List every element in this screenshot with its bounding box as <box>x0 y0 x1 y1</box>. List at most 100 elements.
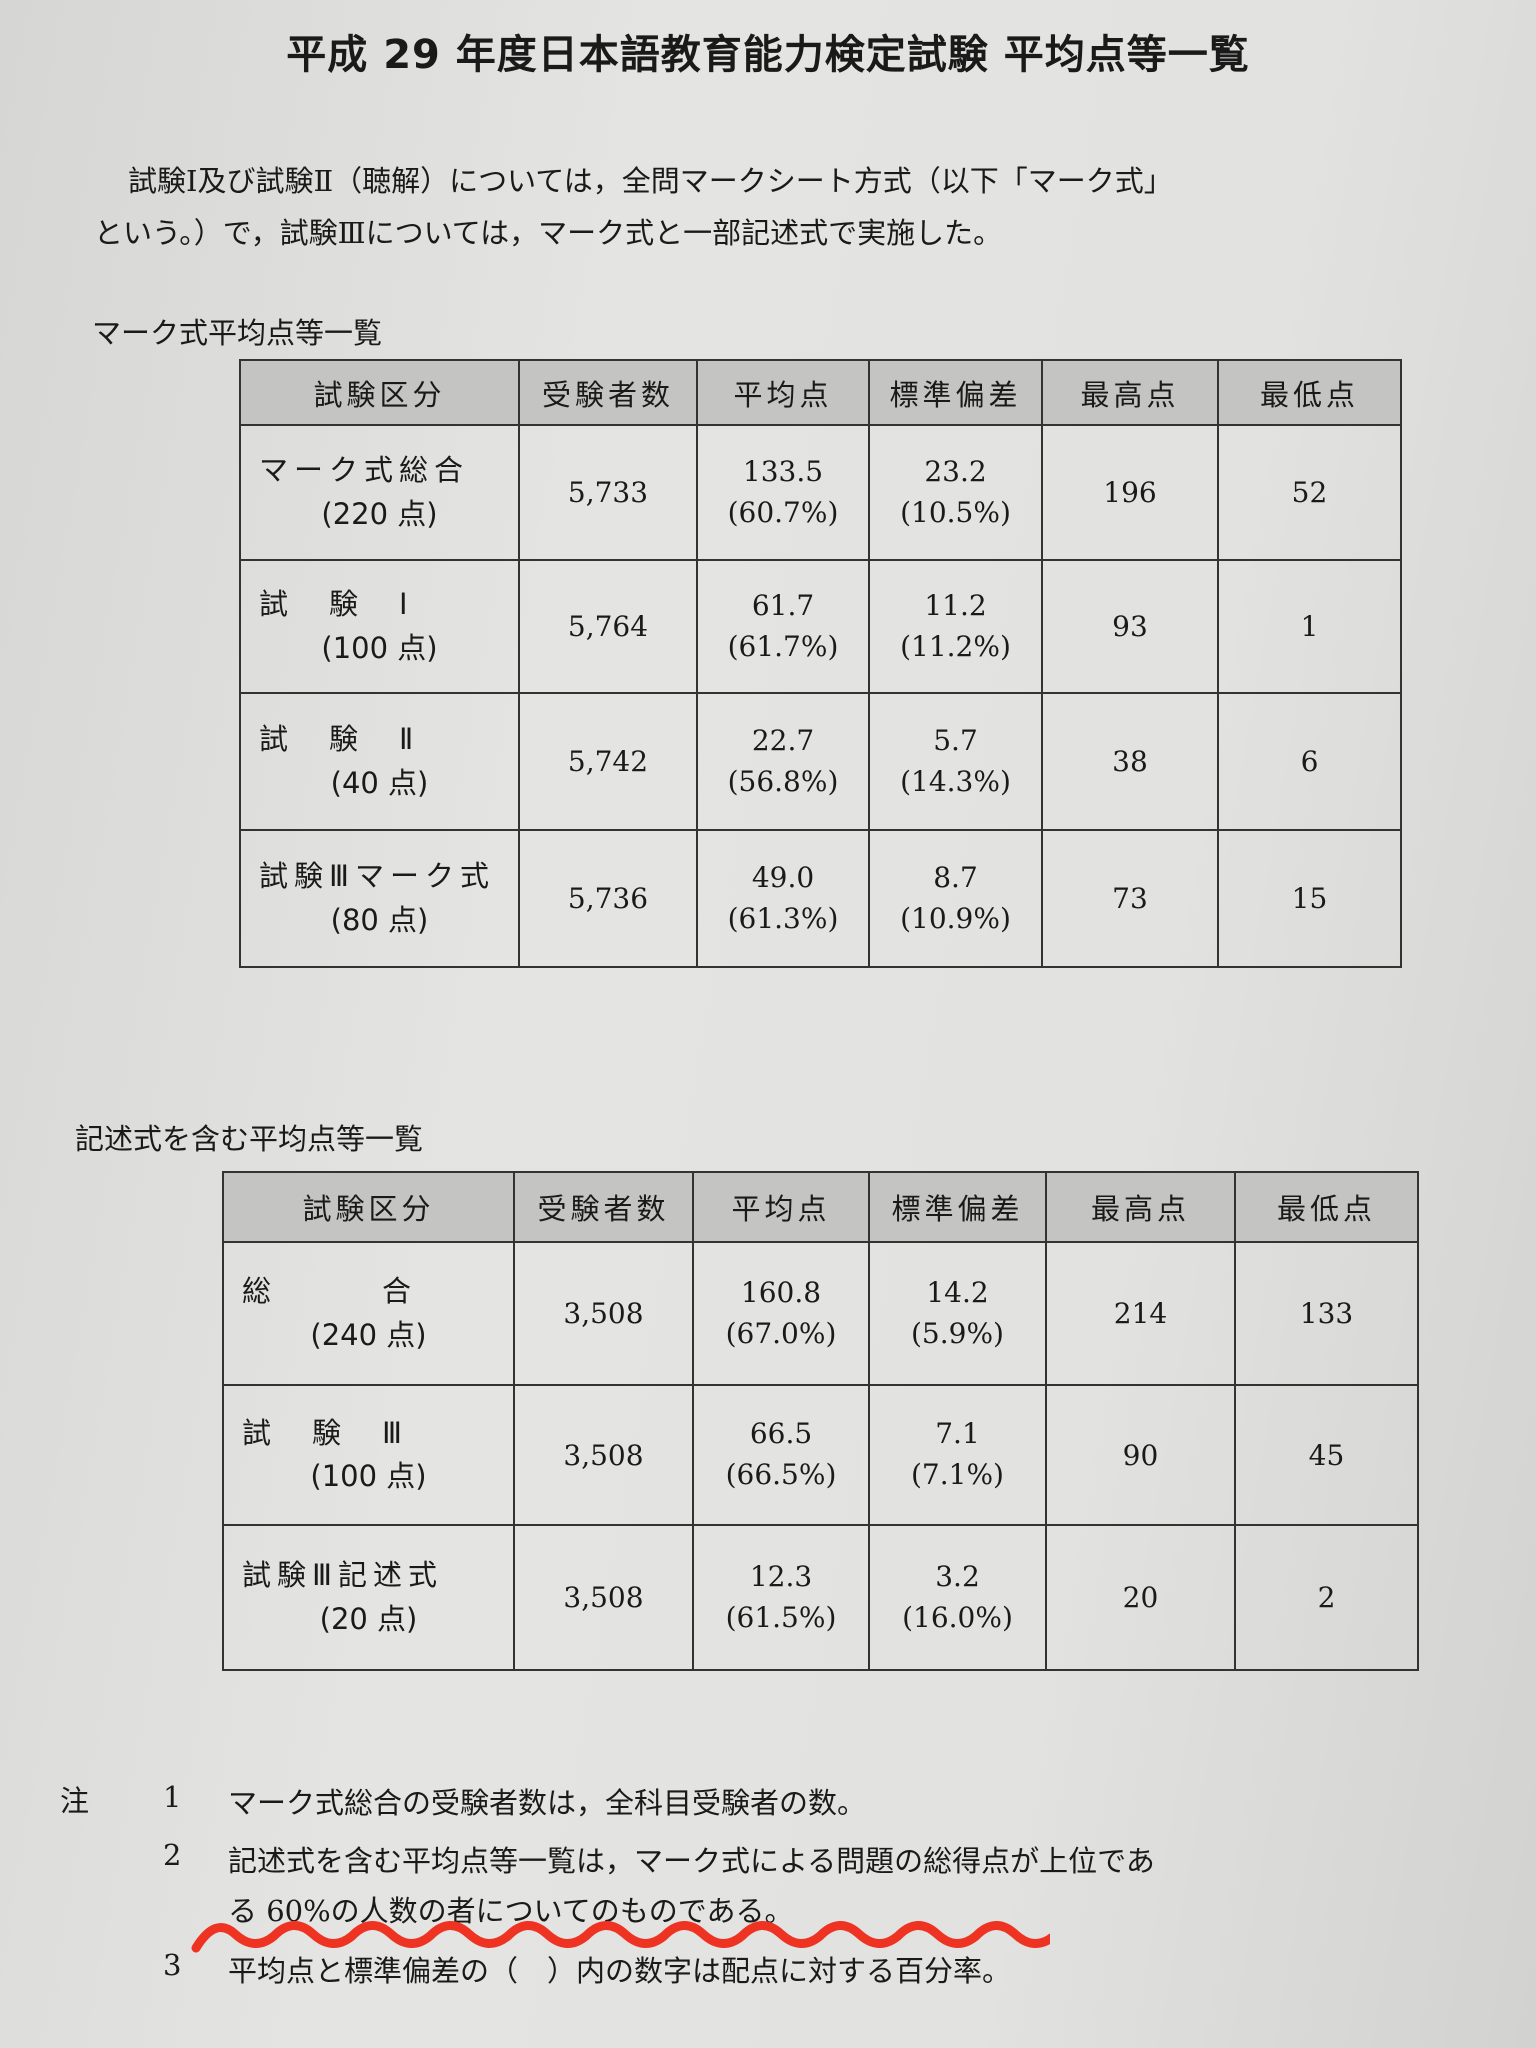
category-name: マーク式総合 <box>259 453 470 487</box>
mean-cell: 133.5 (60.7%) <box>696 424 870 561</box>
sd-value: 8.7 <box>933 860 978 894</box>
mean-value: 66.5 <box>749 1417 813 1451</box>
min-cell: 15 <box>1217 829 1402 968</box>
min-cell: 1 <box>1217 559 1402 694</box>
mean-percent: (67.0%) <box>725 1316 837 1350</box>
category-cell: 試 験 Ⅲ (100 点) <box>222 1384 515 1526</box>
mean-value: 22.7 <box>751 723 815 757</box>
category-points: (240 点) <box>310 1317 427 1352</box>
note-3-number: 3 <box>163 1948 182 1982</box>
sd-value: 11.2 <box>924 588 987 622</box>
sd-percent: (10.5%) <box>900 495 1011 529</box>
column-header: 平均点 <box>696 359 870 426</box>
with-written-score-table: 試験区分 受験者数 平均点 標準偏差 最高点 最低点 総 合 (240 点) 3,508 160… <box>222 1171 1419 1671</box>
max-cell: 73 <box>1041 829 1219 968</box>
mean-cell: 61.7 (61.7%) <box>696 559 870 694</box>
category-points: (220 点) <box>321 496 438 531</box>
mean-cell: 66.5 (66.5%) <box>692 1384 870 1526</box>
page-title: 平成 29 年度日本語教育能力検定試験 平均点等一覧 <box>286 32 1250 78</box>
category-cell: 試験Ⅲ記述式 (20 点) <box>222 1524 515 1671</box>
min-cell: 2 <box>1234 1524 1419 1671</box>
table-row: 試 験 Ⅲ (100 点) 3,508 66.5 (66.5%) 7.1 (7.1%) 90 4… <box>222 1384 1419 1526</box>
examinees-cell: 5,742 <box>518 692 698 831</box>
sd-percent: (5.9%) <box>911 1316 1004 1350</box>
max-cell: 20 <box>1045 1524 1236 1671</box>
category-name: 試験Ⅲ記述式 <box>242 1558 443 1592</box>
examinees-cell: 5,764 <box>518 559 698 694</box>
column-header: 最高点 <box>1045 1171 1236 1243</box>
category-points: (100 点) <box>310 1459 427 1493</box>
category-cell: 試験Ⅲマーク式 (80 点) <box>239 829 520 968</box>
table-row: マーク式総合 (220 点) 5,733 133.5 (60.7%) 23.2 (10.5%… <box>239 424 1402 561</box>
note-3-text: 平均点と標準偏差の（ ）内の数字は配点に対する百分率。 <box>228 1954 1012 1988</box>
note-2-number: 2 <box>163 1838 182 1872</box>
category-name: 試験Ⅲマーク式 <box>259 859 495 893</box>
min-cell: 52 <box>1217 424 1402 561</box>
sd-cell: 23.2 (10.5%) <box>868 424 1043 561</box>
note-2-text-continued: る 60%の人数の者についてのものである。 <box>228 1894 794 1928</box>
sd-cell: 7.1 (7.1%) <box>868 1384 1047 1526</box>
examinees-cell: 3,508 <box>513 1524 694 1671</box>
min-cell: 6 <box>1217 692 1402 831</box>
column-header: 標準偏差 <box>868 1171 1047 1243</box>
category-name: 試 験 Ⅰ <box>259 587 414 621</box>
mean-value: 133.5 <box>742 454 824 488</box>
sd-value: 14.2 <box>926 1275 989 1309</box>
column-header: 標準偏差 <box>868 359 1043 426</box>
mean-value: 12.3 <box>749 1559 813 1593</box>
column-header: 最低点 <box>1234 1171 1419 1243</box>
category-cell: マーク式総合 (220 点) <box>239 424 520 561</box>
mean-value: 49.0 <box>751 860 815 894</box>
mean-cell: 12.3 (61.5%) <box>692 1524 870 1671</box>
category-cell: 試 験 Ⅰ (100 点) <box>239 559 520 694</box>
table-header-row: 試験区分 受験者数 平均点 標準偏差 最高点 最低点 <box>222 1171 1419 1243</box>
column-header: 受験者数 <box>513 1171 694 1243</box>
min-cell: 133 <box>1234 1241 1419 1386</box>
category-points: (100 点) <box>321 630 438 665</box>
category-cell: 総 合 (240 点) <box>222 1241 515 1386</box>
sd-value: 23.2 <box>924 454 987 488</box>
mean-cell: 49.0 (61.3%) <box>696 829 870 968</box>
sd-percent: (16.0%) <box>902 1600 1013 1634</box>
max-cell: 93 <box>1041 559 1219 694</box>
red-wavy-underline <box>191 1921 1050 1953</box>
table-header-row: 試験区分 受験者数 平均点 標準偏差 最高点 最低点 <box>239 359 1402 426</box>
category-points: (80 点) <box>330 902 429 937</box>
intro-line-2: という。）で，試験Ⅲについては，マーク式と一部記述式で実施した。 <box>94 216 1003 250</box>
note-1-text: マーク式総合の受験者数は，全科目受験者の数。 <box>228 1786 867 1820</box>
sd-percent: (7.1%) <box>911 1458 1004 1491</box>
table2-heading: 記述式を含む平均点等一覧 <box>75 1122 424 1156</box>
sd-cell: 14.2 (5.9%) <box>868 1241 1047 1386</box>
sd-cell: 11.2 (11.2%) <box>868 559 1043 694</box>
sd-percent: (14.3%) <box>900 764 1011 798</box>
mark-sheet-score-table: 試験区分 受験者数 平均点 標準偏差 最高点 最低点 マーク式総合 (220 点) 5,733… <box>239 359 1402 968</box>
mean-value: 160.8 <box>740 1275 822 1309</box>
mean-percent: (56.8%) <box>727 764 839 798</box>
table-row: 試験Ⅲ記述式 (20 点) 3,508 12.3 (61.5%) 3.2 (16.0%) 20… <box>222 1524 1419 1671</box>
examinees-cell: 5,733 <box>518 424 698 561</box>
column-header: 受験者数 <box>518 359 698 426</box>
column-header: 試験区分 <box>239 359 520 426</box>
sd-value: 7.1 <box>935 1417 980 1451</box>
category-points: (40 点) <box>330 765 429 800</box>
mean-cell: 160.8 (67.0%) <box>692 1241 870 1386</box>
mean-percent: (60.7%) <box>727 495 839 529</box>
sd-value: 3.2 <box>935 1559 980 1593</box>
category-name: 試 験 Ⅲ <box>242 1415 408 1450</box>
column-header: 最高点 <box>1041 359 1219 426</box>
sd-percent: (10.9%) <box>900 901 1011 935</box>
mean-percent: (66.5%) <box>725 1458 837 1491</box>
max-cell: 196 <box>1041 424 1219 561</box>
table-row: 試 験 Ⅱ (40 点) 5,742 22.7 (56.8%) 5.7 (14.3%) 38 6 <box>239 692 1402 831</box>
category-name: 総 合 <box>242 1274 418 1308</box>
examinees-cell: 5,736 <box>518 829 698 968</box>
column-header: 最低点 <box>1217 359 1402 426</box>
max-cell: 214 <box>1045 1241 1236 1386</box>
mean-percent: (61.5%) <box>725 1600 837 1634</box>
table1-heading: マーク式平均点等一覧 <box>92 316 383 350</box>
sd-cell: 8.7 (10.9%) <box>868 829 1043 968</box>
intro-line-1: 試験Ⅰ及び試験Ⅱ（聴解）については，全問マークシート方式（以下「マーク式」 <box>128 164 1173 198</box>
min-cell: 45 <box>1234 1384 1419 1526</box>
examinees-cell: 3,508 <box>513 1241 694 1386</box>
mean-percent: (61.3%) <box>727 901 839 935</box>
